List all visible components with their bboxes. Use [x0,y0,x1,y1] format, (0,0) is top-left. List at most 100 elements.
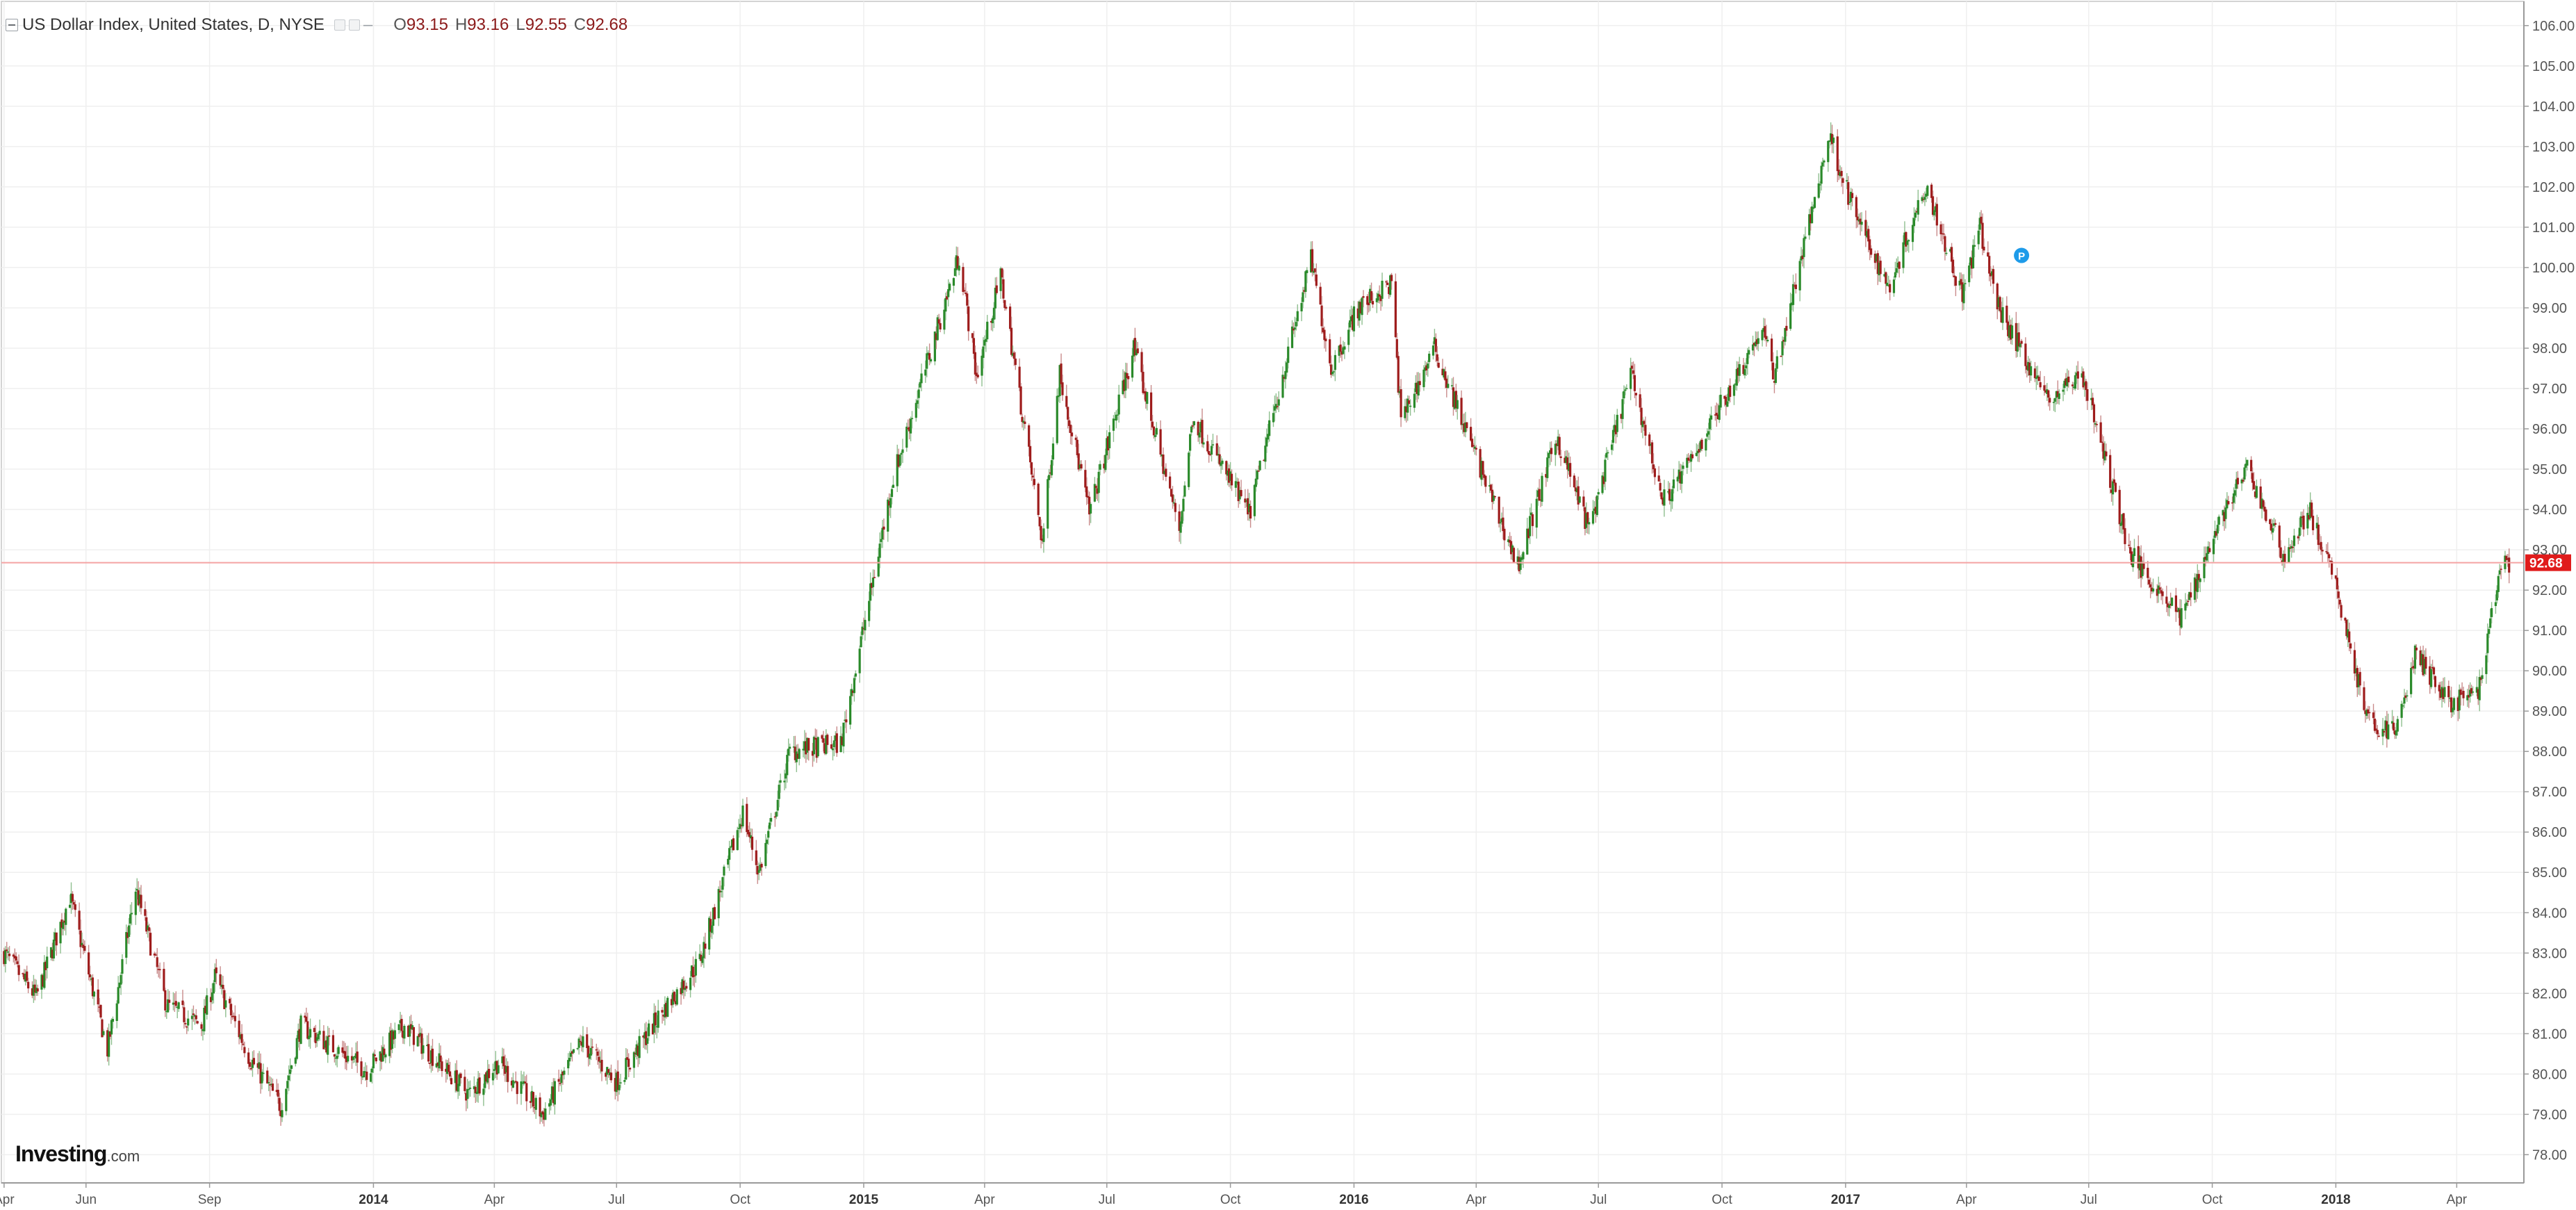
candle-down [1905,231,1908,252]
candle-down [1867,225,1870,253]
candle-up [1677,461,1680,483]
candle-up [501,1047,504,1070]
candle-up [147,922,149,938]
settings-icon[interactable] [334,19,345,31]
candle-down [2026,360,2028,378]
candle-down [2439,681,2442,701]
candle-down [2415,644,2418,660]
y-tick-label: 106.00 [2532,19,2575,34]
x-tick-label: Oct [730,1193,750,1207]
candle-up [1585,502,1588,534]
candle-down [665,1000,668,1019]
candle-down [1753,342,1756,357]
candle-down [55,932,58,956]
price-axis[interactable]: 78.00 79.00 80.00 81.00 82.00 83.00 84.00 85.00… [2524,19,2575,1163]
candle-up [1774,363,1777,385]
collapse-icon[interactable] [6,19,18,31]
candle-down [1659,479,1662,497]
candle-up [202,1029,204,1041]
candle-down [163,962,165,992]
candle-up [657,999,659,1033]
candle-up [393,1022,396,1048]
candle-up [1827,140,1830,172]
candle-up [2072,382,2076,390]
candle-down [1388,283,1390,299]
candle-down [98,998,101,1014]
candle-down [607,1068,610,1078]
candle-down [463,1069,466,1095]
candle-up [1361,297,1363,325]
candle-down [229,997,233,1024]
candle-up [1236,477,1238,485]
candle-down [561,1070,564,1085]
candle-down [240,1024,243,1051]
candle-down [1870,245,1873,258]
candle-down [1394,273,1397,338]
candle-down [2128,533,2131,548]
candle-up [2207,541,2210,562]
candle-down [642,1034,645,1048]
candle-down [1067,407,1069,429]
candle-down [1159,420,1162,457]
candle-down [1005,305,1008,311]
candle-up [1846,173,1848,190]
x-tick-label: 2015 [849,1193,879,1207]
candle-up [737,819,740,838]
candle-up [560,1069,563,1092]
candle-down [2328,553,2331,568]
candle-down [557,1070,560,1092]
candle-down [2265,507,2267,523]
candle-up [466,1079,469,1109]
candle-up [2008,315,2011,341]
candle-up [1878,255,1880,282]
candle-up [1554,440,1557,466]
candle-down [704,933,707,959]
candle-down [1386,280,1389,286]
candle-down [1493,496,1496,500]
candle-up [1962,274,1965,310]
candle-down [2269,518,2272,530]
candle-up [982,337,985,369]
candle-up [653,1003,655,1043]
candle-down [2142,553,2145,575]
candle-up [1338,345,1340,363]
candle-up [1902,235,1905,274]
y-tick-label: 86.00 [2532,825,2567,840]
candle-up [165,1004,168,1020]
event-marker[interactable]: P [2014,247,2030,263]
candle-down [232,1012,235,1020]
candle-down [2259,478,2262,509]
candle-up [1112,415,1115,442]
candle-up [567,1053,570,1075]
candle-up [825,729,828,755]
candle-down [835,726,838,757]
candle-down [1951,256,1955,277]
candle-up [270,1077,273,1088]
candle-down [88,945,90,981]
candle-up [1886,274,1889,286]
candle-down [233,1005,236,1028]
candle-down [2337,585,2340,609]
close-icon[interactable] [348,19,360,31]
investing-logo[interactable]: Investing.com [15,1141,140,1167]
candle-down [1140,348,1143,382]
candle-down [325,1035,328,1054]
candle-up [1499,519,1502,532]
candle-down [748,821,751,843]
candle-up [115,1000,118,1029]
candle-up [712,907,715,935]
time-axis[interactable]: Apr Jun Sep 2014 Apr Jul Oct 2015 Apr Jul Oct 2016 A… [0,1183,2468,1207]
candle-up [187,1010,190,1031]
candle-down [1859,212,1862,236]
candle-up [880,530,883,548]
candle-up [769,818,771,831]
candle-down [266,1067,269,1084]
candle-up [337,1045,340,1058]
candle-down [72,899,75,910]
candle-down [2334,575,2337,580]
candle-down [1841,177,1844,195]
candle-up [854,670,857,680]
candle-down [83,940,86,954]
candle-up [2299,512,2302,535]
